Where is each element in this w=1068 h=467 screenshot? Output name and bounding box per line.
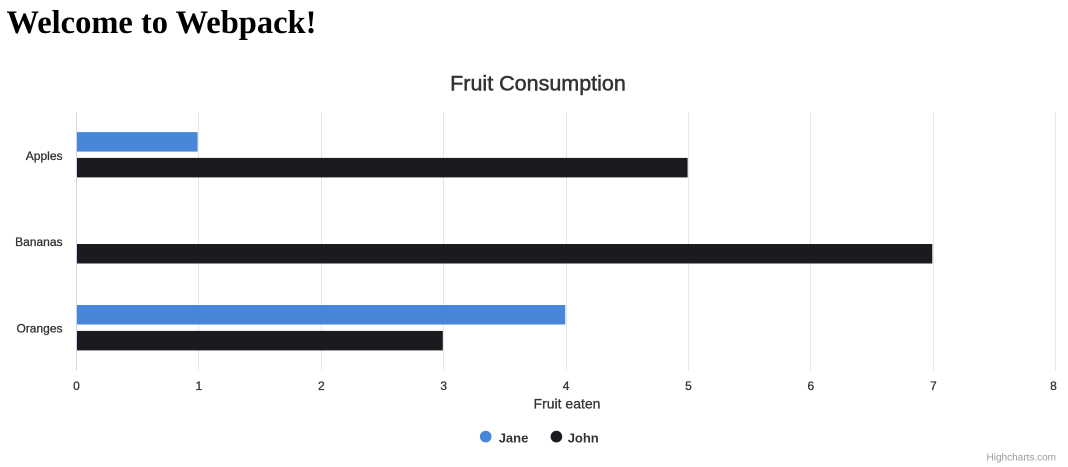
svg-text:Jane: Jane <box>499 430 529 445</box>
svg-text:Oranges: Oranges <box>16 321 62 335</box>
svg-text:8: 8 <box>1050 379 1057 393</box>
svg-text:1: 1 <box>196 379 203 393</box>
svg-text:7: 7 <box>930 379 937 393</box>
svg-text:Highcharts.com: Highcharts.com <box>987 453 1056 464</box>
svg-text:5: 5 <box>685 379 692 393</box>
svg-text:3: 3 <box>440 379 447 393</box>
svg-text:Bananas: Bananas <box>15 235 62 249</box>
svg-text:0: 0 <box>73 379 80 393</box>
svg-text:Fruit eaten: Fruit eaten <box>534 395 601 411</box>
svg-text:6: 6 <box>808 379 815 393</box>
svg-text:John: John <box>568 430 599 445</box>
svg-text:Fruit Consumption: Fruit Consumption <box>450 72 626 96</box>
svg-text:Apples: Apples <box>26 149 63 163</box>
svg-text:2: 2 <box>318 379 325 393</box>
svg-text:4: 4 <box>563 379 570 393</box>
